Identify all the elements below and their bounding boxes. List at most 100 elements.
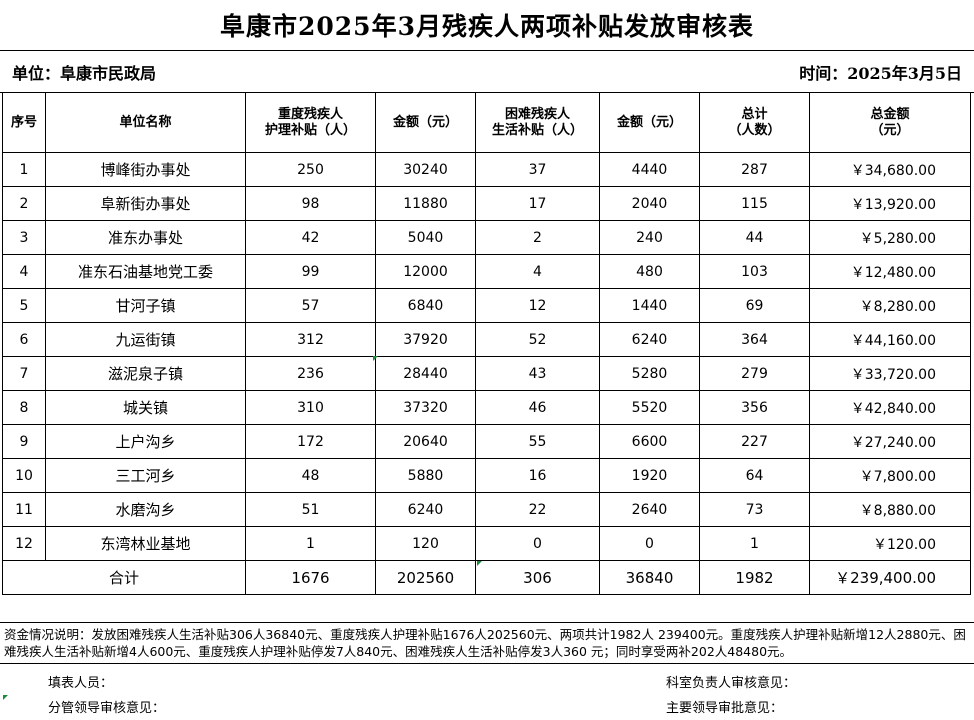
row-seq[interactable]: 12 [2, 526, 46, 561]
row-seq[interactable]: 6 [2, 322, 46, 357]
row-amount-1[interactable]: 5880 [375, 458, 476, 493]
row-severe-count[interactable]: 250 [245, 152, 376, 187]
row-unit-name[interactable]: 九运街镇 [45, 322, 246, 357]
row-seq[interactable]: 1 [2, 152, 46, 187]
header-severe-count[interactable]: 重度残疾人 护理补贴（人） [245, 92, 376, 153]
row-amount-2[interactable]: 0 [599, 526, 700, 561]
row-unit-name[interactable]: 阜新街办事处 [45, 186, 246, 221]
leader-review-signature[interactable]: 分管领导审核意见： [48, 701, 166, 716]
row-unit-name[interactable]: 准东石油基地党工委 [45, 254, 246, 289]
row-poor-count[interactable]: 43 [475, 356, 600, 391]
row-total-count[interactable]: 356 [699, 390, 810, 425]
row-total-count[interactable]: 69 [699, 288, 810, 323]
row-total-amount[interactable]: ￥5,280.00 [809, 220, 971, 255]
row-amount-2[interactable]: 1920 [599, 458, 700, 493]
row-total-count[interactable]: 287 [699, 152, 810, 187]
row-seq[interactable]: 2 [2, 186, 46, 221]
filler-signature[interactable]: 填表人员： [48, 676, 114, 691]
row-poor-count[interactable]: 55 [475, 424, 600, 459]
row-severe-count[interactable]: 57 [245, 288, 376, 323]
row-severe-count[interactable]: 98 [245, 186, 376, 221]
row-unit-name[interactable]: 水磨沟乡 [45, 492, 246, 527]
row-seq[interactable]: 5 [2, 288, 46, 323]
row-amount-1[interactable]: 37320 [375, 390, 476, 425]
row-poor-count[interactable]: 16 [475, 458, 600, 493]
row-poor-count[interactable]: 2 [475, 220, 600, 255]
header-total-amount[interactable]: 总金额 （元） [809, 92, 971, 153]
row-total-amount[interactable]: ￥7,800.00 [809, 458, 971, 493]
row-amount-2[interactable]: 240 [599, 220, 700, 255]
row-total-amount[interactable]: ￥120.00 [809, 526, 971, 561]
row-total-amount[interactable]: ￥34,680.00 [809, 152, 971, 187]
row-poor-count[interactable]: 12 [475, 288, 600, 323]
row-poor-count[interactable]: 46 [475, 390, 600, 425]
row-amount-1[interactable]: 6240 [375, 492, 476, 527]
funding-note[interactable]: 资金情况说明：发放困难残疾人生活补贴306人36840元、重度残疾人护理补贴16… [4, 627, 966, 659]
row-amount-1[interactable]: 12000 [375, 254, 476, 289]
row-total-count[interactable]: 44 [699, 220, 810, 255]
row-severe-count[interactable]: 312 [245, 322, 376, 357]
row-unit-name[interactable]: 准东办事处 [45, 220, 246, 255]
totals-label[interactable]: 合计 [2, 560, 246, 595]
row-unit-name[interactable]: 博峰街办事处 [45, 152, 246, 187]
row-severe-count[interactable]: 310 [245, 390, 376, 425]
row-severe-count[interactable]: 42 [245, 220, 376, 255]
row-seq[interactable]: 11 [2, 492, 46, 527]
row-total-amount[interactable]: ￥42,840.00 [809, 390, 971, 425]
row-severe-count[interactable]: 172 [245, 424, 376, 459]
row-amount-1[interactable]: 37920 [375, 322, 476, 357]
row-amount-2[interactable]: 5280 [599, 356, 700, 391]
totals-amount-1[interactable]: 202560 [375, 560, 476, 595]
row-total-count[interactable]: 115 [699, 186, 810, 221]
row-severe-count[interactable]: 1 [245, 526, 376, 561]
row-unit-name[interactable]: 滋泥泉子镇 [45, 356, 246, 391]
row-amount-2[interactable]: 2040 [599, 186, 700, 221]
row-severe-count[interactable]: 51 [245, 492, 376, 527]
totals-poor[interactable]: 306 [475, 560, 600, 595]
row-amount-2[interactable]: 4440 [599, 152, 700, 187]
row-poor-count[interactable]: 0 [475, 526, 600, 561]
row-total-amount[interactable]: ￥8,280.00 [809, 288, 971, 323]
row-total-amount[interactable]: ￥27,240.00 [809, 424, 971, 459]
header-poor-count[interactable]: 困难残疾人 生活补贴（人） [475, 92, 600, 153]
row-unit-name[interactable]: 东湾林业基地 [45, 526, 246, 561]
row-amount-1[interactable]: 30240 [375, 152, 476, 187]
row-total-amount[interactable]: ￥33,720.00 [809, 356, 971, 391]
row-amount-1[interactable]: 11880 [375, 186, 476, 221]
section-chief-signature[interactable]: 科室负责人审核意见： [666, 676, 797, 691]
row-poor-count[interactable]: 37 [475, 152, 600, 187]
row-unit-name[interactable]: 上户沟乡 [45, 424, 246, 459]
row-severe-count[interactable]: 236 [245, 356, 376, 391]
header-amount-1[interactable]: 金额（元） [375, 92, 476, 153]
main-leader-signature[interactable]: 主要领导审批意见： [666, 701, 784, 716]
totals-count[interactable]: 1982 [699, 560, 810, 595]
header-seq[interactable]: 序号 [2, 92, 46, 153]
row-unit-name[interactable]: 三工河乡 [45, 458, 246, 493]
row-total-amount[interactable]: ￥8,880.00 [809, 492, 971, 527]
row-poor-count[interactable]: 17 [475, 186, 600, 221]
row-total-count[interactable]: 103 [699, 254, 810, 289]
row-seq[interactable]: 4 [2, 254, 46, 289]
row-total-count[interactable]: 364 [699, 322, 810, 357]
row-amount-1[interactable]: 28440 [375, 356, 476, 391]
row-amount-1[interactable]: 20640 [375, 424, 476, 459]
row-total-amount[interactable]: ￥12,480.00 [809, 254, 971, 289]
row-poor-count[interactable]: 52 [475, 322, 600, 357]
row-amount-2[interactable]: 2640 [599, 492, 700, 527]
row-total-count[interactable]: 73 [699, 492, 810, 527]
row-total-amount[interactable]: ￥44,160.00 [809, 322, 971, 357]
row-total-count[interactable]: 279 [699, 356, 810, 391]
row-amount-2[interactable]: 6240 [599, 322, 700, 357]
row-unit-name[interactable]: 甘河子镇 [45, 288, 246, 323]
totals-severe[interactable]: 1676 [245, 560, 376, 595]
row-total-amount[interactable]: ￥13,920.00 [809, 186, 971, 221]
row-total-count[interactable]: 1 [699, 526, 810, 561]
row-total-count[interactable]: 227 [699, 424, 810, 459]
row-seq[interactable]: 8 [2, 390, 46, 425]
row-amount-2[interactable]: 5520 [599, 390, 700, 425]
row-unit-name[interactable]: 城关镇 [45, 390, 246, 425]
row-severe-count[interactable]: 99 [245, 254, 376, 289]
row-poor-count[interactable]: 22 [475, 492, 600, 527]
row-amount-1[interactable]: 120 [375, 526, 476, 561]
totals-amount[interactable]: ￥239,400.00 [809, 560, 971, 595]
